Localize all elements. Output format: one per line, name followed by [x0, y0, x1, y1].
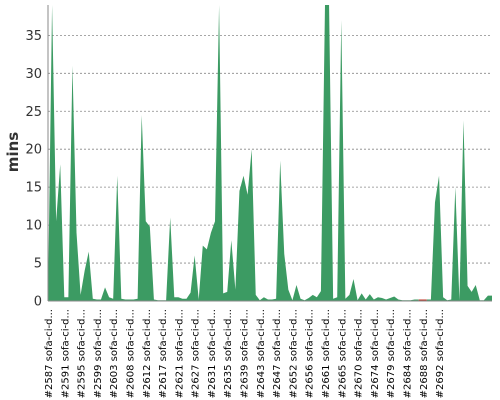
- y-tick-label: 25: [25, 105, 42, 120]
- x-tick-label: #2631 sofa-ci-d...: [207, 309, 218, 398]
- x-tick-label: #2603 sofa-ci-d...: [109, 309, 120, 398]
- x-tick-label: #2692 sofa-ci-d...: [435, 309, 446, 398]
- y-tick-label: 5: [34, 257, 42, 272]
- x-tick-label: #2635 sofa-ci-d...: [223, 309, 234, 398]
- y-axis-ticks: 0 5 10 15 20 25 30 35: [25, 29, 42, 310]
- gridlines: [48, 34, 492, 302]
- x-tick-label: #2599 sofa-ci-d...: [93, 309, 104, 398]
- y-tick-label: 15: [25, 181, 42, 196]
- x-tick-label: #2643 sofa-ci-d...: [256, 309, 267, 398]
- x-tick-label: #2688 sofa-ci-d...: [419, 309, 430, 398]
- y-tick-label: 35: [25, 29, 42, 44]
- x-tick-label: #2617 sofa-ci-d...: [158, 309, 169, 398]
- x-tick-label: #2684 sofa-ci-d...: [402, 309, 413, 398]
- x-tick-label: #2639 sofa-ci-d...: [240, 309, 251, 398]
- y-tick-label: 0: [34, 295, 42, 310]
- y-axis-label: mins: [4, 132, 22, 172]
- x-tick-label: #2587 sofa-ci-d...: [44, 309, 55, 398]
- x-tick-label: #2665 sofa-ci-d...: [337, 309, 348, 398]
- x-tick-label: #2656 sofa-ci-d...: [305, 309, 316, 398]
- duration-area-series: [48, 5, 492, 301]
- x-tick-label: #2661 sofa-ci-d...: [321, 309, 332, 398]
- x-tick-label: #2608 sofa-ci-d...: [125, 309, 136, 398]
- x-axis-ticks: #2587 sofa-ci-d... #2591 sofa-ci-d... #259…: [44, 309, 446, 398]
- x-tick-label: #2612 sofa-ci-d...: [142, 309, 153, 398]
- x-tick-label: #2595 sofa-ci-d...: [77, 309, 88, 398]
- x-tick-label: #2627 sofa-ci-d...: [191, 309, 202, 398]
- x-tick-label: #2621 sofa-ci-d...: [174, 309, 185, 398]
- x-tick-label: #2652 sofa-ci-d...: [288, 309, 299, 398]
- y-tick-label: 10: [25, 219, 42, 234]
- x-tick-label: #2591 sofa-ci-d...: [60, 309, 71, 398]
- x-tick-label: #2647 sofa-ci-d...: [272, 309, 283, 398]
- x-tick-label: #2670 sofa-ci-d...: [354, 309, 365, 398]
- x-tick-label: #2679 sofa-ci-d...: [386, 309, 397, 398]
- x-tick-label: #2674 sofa-ci-d...: [370, 309, 381, 398]
- y-tick-label: 30: [25, 67, 42, 82]
- success-area-segment: [48, 5, 419, 301]
- y-tick-label: 20: [25, 143, 42, 158]
- success-area-segment: [426, 120, 492, 301]
